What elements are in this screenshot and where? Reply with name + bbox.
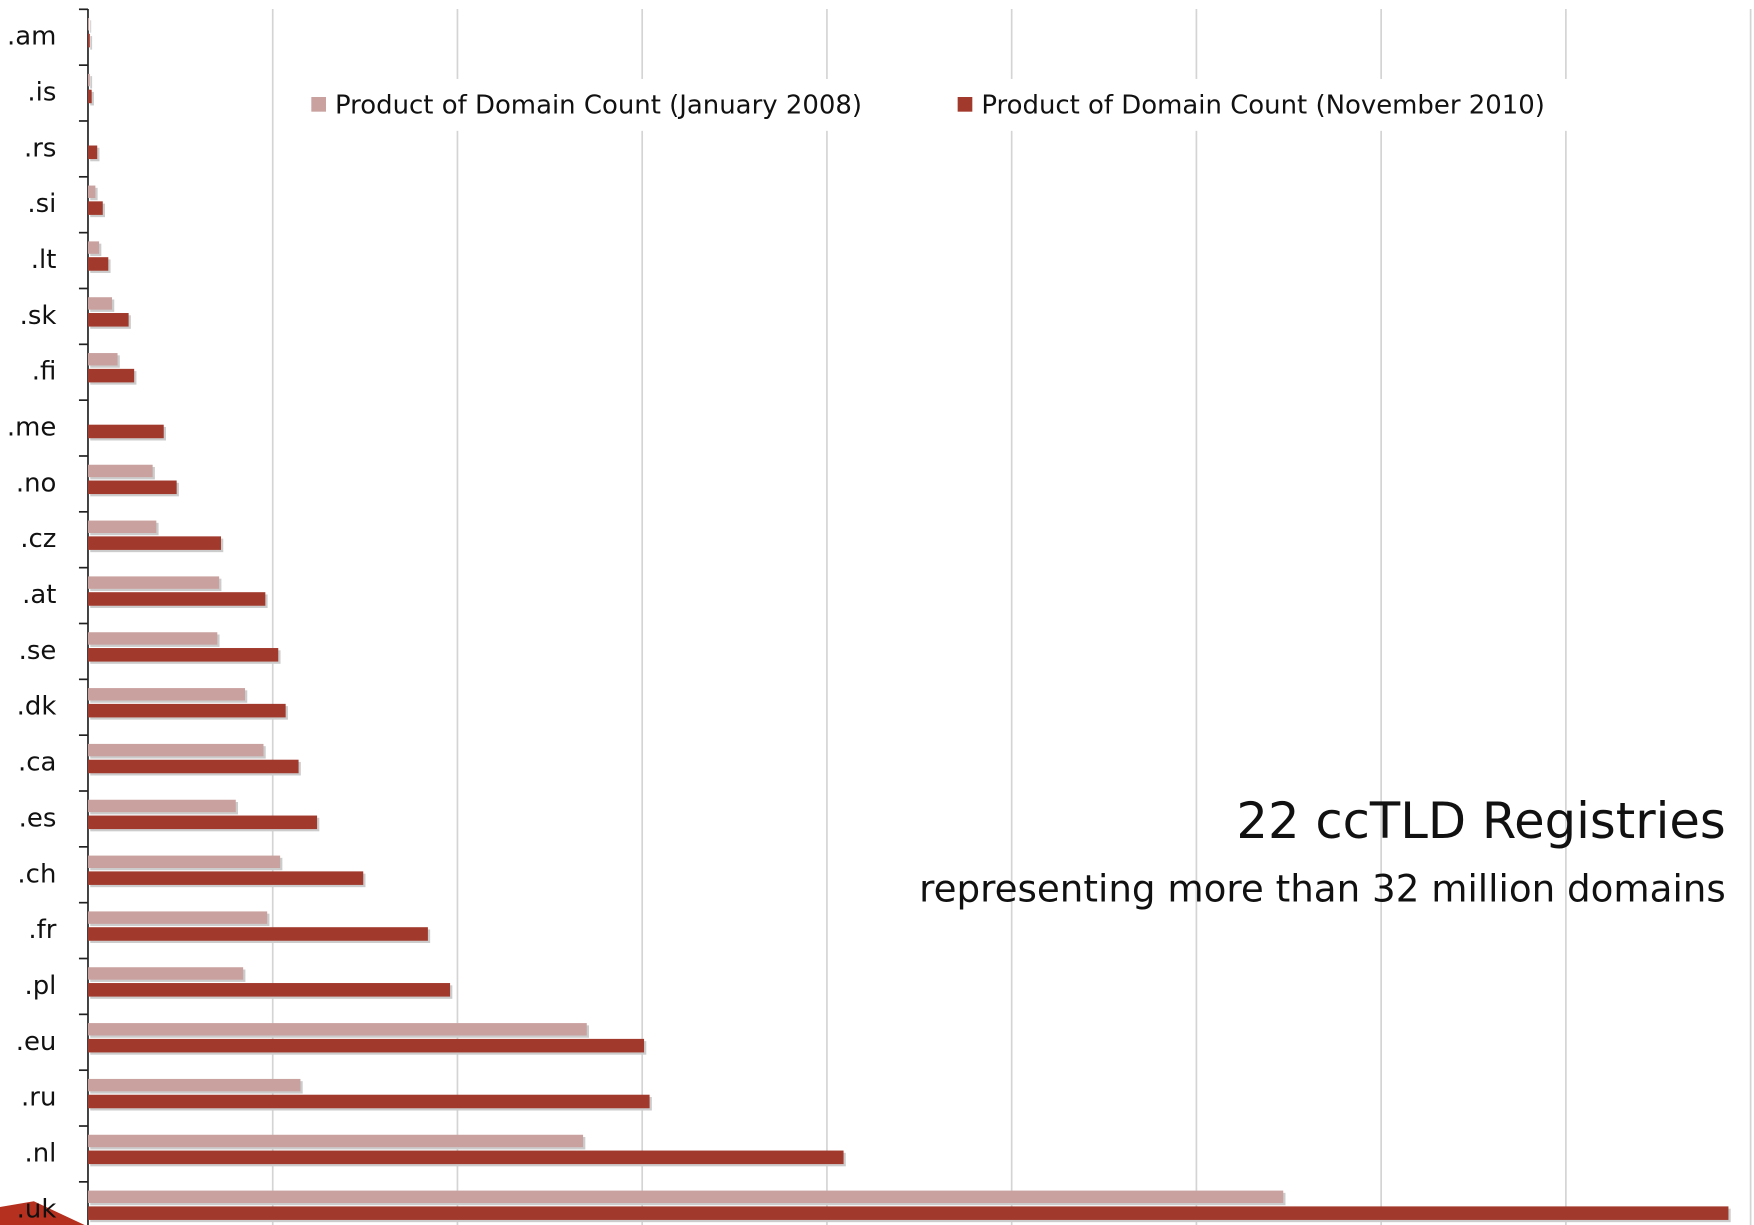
- y-tick-label: .uk: [17, 1194, 57, 1224]
- grid: [78, 8, 1752, 1225]
- y-tick-label: .eu: [16, 1027, 57, 1057]
- legend-label: Product of Domain Count (January 2008): [335, 91, 862, 121]
- bar: [87, 424, 164, 439]
- y-tick-label: .se: [19, 636, 57, 666]
- bar-shadow: [90, 36, 93, 50]
- bar: [87, 759, 299, 774]
- bar: [87, 1150, 844, 1165]
- bar: [87, 967, 244, 980]
- annotation-subtitle: representing more than 32 million domain…: [919, 867, 1726, 911]
- bar: [87, 368, 135, 383]
- corner-decoration: [0, 1201, 85, 1225]
- bar: [87, 855, 281, 868]
- bar: [87, 480, 177, 495]
- bar: [87, 1038, 645, 1053]
- bar: [87, 1134, 584, 1148]
- y-tick-label: .si: [27, 189, 56, 219]
- bar: [87, 871, 364, 885]
- y-tick-label: .am: [7, 22, 56, 52]
- y-tick-label: .es: [19, 803, 57, 833]
- bar: [87, 1094, 650, 1109]
- legend-swatch: [311, 97, 326, 112]
- bar: [87, 927, 428, 941]
- bar: [87, 688, 246, 701]
- y-tick-label: .ca: [18, 748, 56, 778]
- bar: [87, 241, 100, 254]
- bar: [87, 743, 264, 757]
- bar: [87, 799, 236, 813]
- bar: [87, 576, 220, 589]
- bar: [87, 297, 112, 310]
- annotation-title: 22 ccTLD Registries: [1236, 792, 1725, 850]
- y-tick-label: .is: [27, 78, 56, 108]
- y-tick-label: .pl: [24, 971, 56, 1001]
- y-tick-label: .dk: [17, 692, 57, 722]
- legend: Product of Domain Count (January 2008) Pr…: [311, 91, 1545, 121]
- y-tick-label: .lt: [31, 245, 57, 275]
- bar: [87, 145, 98, 160]
- bar: [87, 520, 157, 533]
- bar: [87, 89, 92, 104]
- bar: [87, 353, 118, 366]
- bar: [87, 33, 90, 48]
- bar: [87, 911, 268, 924]
- bar: [87, 1078, 301, 1092]
- bar: [87, 632, 218, 645]
- y-tick-label: .sk: [20, 301, 57, 331]
- legend-background: [295, 78, 1571, 131]
- bar: [87, 815, 318, 830]
- bar: [87, 983, 451, 997]
- bar: [87, 464, 153, 478]
- y-tick-label: .cz: [20, 524, 56, 554]
- y-tick-label: .no: [16, 468, 57, 498]
- labels: .am .is .rs .si .lt .sk .fi .me .no .cz .at .se .dk.…: [7, 22, 57, 1225]
- bar: [87, 185, 96, 198]
- y-tick-label: .rs: [24, 133, 56, 163]
- bar: [87, 1206, 1729, 1220]
- bar-shadow: [90, 20, 92, 33]
- bar-shadow: [90, 91, 94, 106]
- bar: [87, 73, 90, 87]
- y-tick-label: .ru: [21, 1083, 56, 1113]
- bar-shadow: [90, 76, 93, 89]
- y-tick-label: .me: [7, 413, 56, 443]
- y-tick-label: .nl: [25, 1138, 57, 1168]
- bar: [87, 592, 266, 606]
- bar: [87, 313, 129, 327]
- legend-label: Product of Domain Count (November 2010): [981, 91, 1545, 121]
- y-tick-label: .fr: [28, 915, 56, 945]
- bar: [87, 18, 90, 31]
- y-tick-label: .ch: [17, 859, 56, 889]
- bar: [87, 648, 279, 662]
- bar: [87, 257, 109, 271]
- legend-swatch: [957, 97, 973, 112]
- y-tick-label: .fi: [32, 357, 57, 387]
- bar: [87, 1190, 1284, 1204]
- bar: [87, 703, 286, 718]
- bars: [87, 18, 1731, 1223]
- bar: [87, 201, 103, 215]
- bar: [87, 1023, 587, 1036]
- y-tick-label: .at: [22, 580, 56, 610]
- bar: [87, 536, 221, 550]
